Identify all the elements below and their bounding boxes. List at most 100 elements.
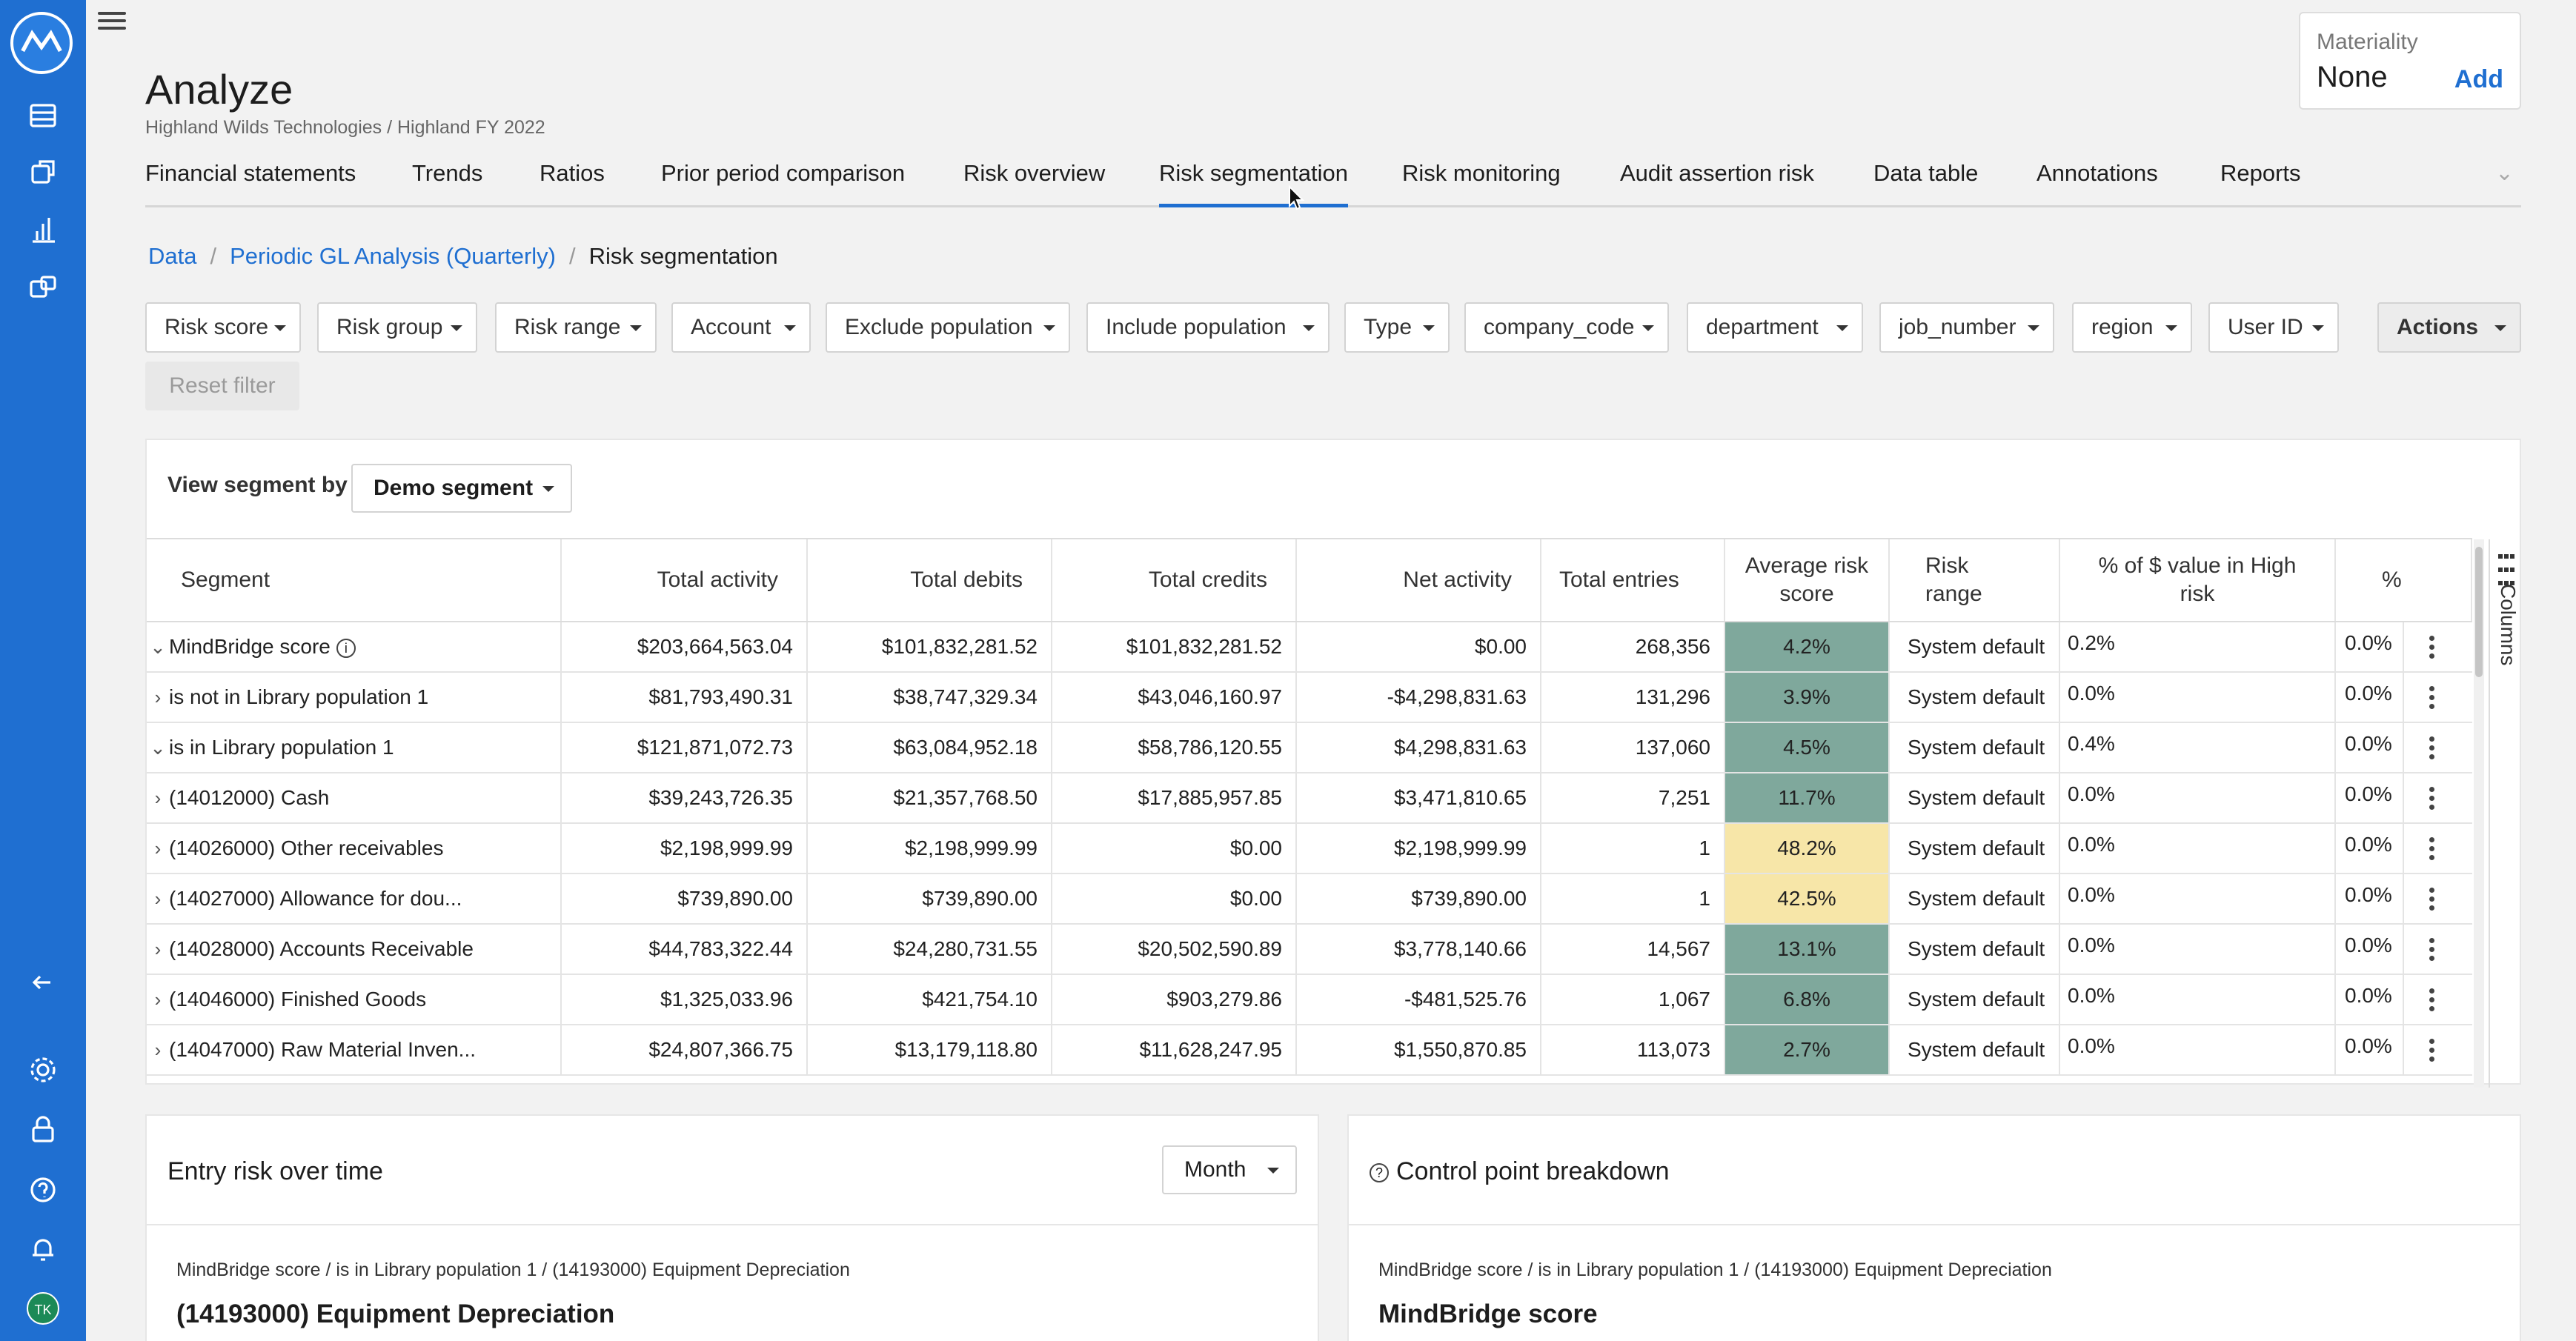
tab-financial-statements[interactable]: Financial statements [145, 160, 356, 186]
breadcrumb-data[interactable]: Data [148, 243, 197, 269]
segment-label[interactable]: is not in Library population 1 [169, 685, 429, 708]
info-icon[interactable]: i [336, 638, 356, 658]
segment-cell: › (14046000) Finished Goods [147, 975, 562, 1024]
col-header-pct[interactable]: % [2336, 539, 2472, 621]
filter-account[interactable]: Account [671, 302, 811, 353]
period-select[interactable]: Month [1162, 1145, 1297, 1194]
row-menu-kebab-icon[interactable] [2429, 888, 2435, 914]
segment-label[interactable]: (14012000) Cash [169, 786, 330, 809]
net-cell: $1,550,870.85 [1297, 1025, 1541, 1074]
segment-label[interactable]: (14026000) Other receivables [169, 836, 444, 859]
risk-range-cell: System default [1890, 622, 2060, 671]
app-logo-icon[interactable] [10, 12, 73, 74]
row-menu-kebab-icon[interactable] [2429, 787, 2435, 813]
col-header-pct-high-risk[interactable]: % of $ value in High risk [2060, 539, 2336, 621]
table-row[interactable]: › is not in Library population 1 $81,793,4… [147, 673, 2472, 723]
segment-label[interactable]: (14047000) Raw Material Inven... [169, 1038, 476, 1061]
actions-button[interactable]: Actions [2377, 302, 2521, 353]
expand-chevron-icon[interactable]: › [154, 888, 162, 910]
col-header-total-activity[interactable]: Total activity [562, 539, 808, 621]
filter-exclude-population[interactable]: Exclude population [826, 302, 1070, 353]
filter-region[interactable]: region [2072, 302, 2192, 353]
row-menu-kebab-icon[interactable] [2429, 837, 2435, 864]
col-header-total-entries[interactable]: Total entries [1541, 539, 1725, 621]
segment-cell: ⌄ MindBridge score i [147, 622, 562, 671]
collapse-chevron-icon[interactable]: ⌄ [150, 736, 166, 759]
segment-label[interactable]: (14027000) Allowance for dou... [169, 887, 462, 910]
col-header-net-activity[interactable]: Net activity [1297, 539, 1541, 621]
tab-prior-period-comparison[interactable]: Prior period comparison [661, 160, 906, 186]
row-menu-kebab-icon[interactable] [2429, 1039, 2435, 1065]
expand-chevron-icon[interactable]: › [154, 988, 162, 1011]
filter-user-id[interactable]: User ID [2208, 302, 2339, 353]
tab-risk-segmentation[interactable]: Risk segmentation [1159, 160, 1349, 207]
menu-icon[interactable] [98, 7, 130, 40]
row-menu-kebab-icon[interactable] [2429, 736, 2435, 763]
tab-annotations[interactable]: Annotations [2036, 160, 2158, 186]
net-cell: $3,471,810.65 [1297, 773, 1541, 822]
table-row[interactable]: › (14026000) Other receivables $2,198,999.… [147, 824, 2472, 874]
filter-include-population[interactable]: Include population [1086, 302, 1330, 353]
filter-risk-group[interactable]: Risk group [317, 302, 477, 353]
expand-chevron-icon[interactable]: › [154, 787, 162, 809]
workflow-icon[interactable] [27, 271, 59, 304]
reset-filter-button[interactable]: Reset filter [145, 362, 299, 410]
bar-chart-icon[interactable] [27, 213, 59, 246]
filter-job-number[interactable]: job_number [1879, 302, 2054, 353]
filter-type[interactable]: Type [1344, 302, 1450, 353]
col-header-risk-range[interactable]: Risk range [1890, 539, 2060, 621]
table-row[interactable]: › (14027000) Allowance for dou... $739,890… [147, 874, 2472, 925]
segment-select[interactable]: Demo segment [351, 464, 572, 513]
breadcrumb-periodic-gl[interactable]: Periodic GL Analysis (Quarterly) [230, 243, 556, 269]
collapse-arrow-icon[interactable] [27, 966, 59, 999]
segment-label[interactable]: is in Library population 1 [169, 736, 394, 759]
table-scrollbar[interactable] [2474, 539, 2484, 1088]
filter-company-code[interactable]: company_code [1464, 302, 1669, 353]
row-menu-kebab-icon[interactable] [2429, 988, 2435, 1015]
table-row[interactable]: › (14046000) Finished Goods $1,325,033.96 $… [147, 975, 2472, 1025]
box-icon[interactable] [27, 156, 59, 188]
row-menu-kebab-icon[interactable] [2429, 636, 2435, 662]
expand-chevron-icon[interactable]: › [154, 686, 162, 708]
row-menu-kebab-icon[interactable] [2429, 938, 2435, 965]
tab-reports[interactable]: Reports [2220, 160, 2301, 186]
tab-trends[interactable]: Trends [412, 160, 483, 186]
columns-toggle[interactable]: Columns [2489, 539, 2521, 1088]
tabs-overflow-chevron-icon[interactable]: ⌄ [2494, 161, 2514, 185]
collapse-chevron-icon[interactable]: ⌄ [150, 636, 166, 658]
expand-chevron-icon[interactable]: › [154, 837, 162, 859]
filter-risk-range[interactable]: Risk range [495, 302, 657, 353]
help-circle-icon[interactable]: ? [1370, 1163, 1389, 1183]
segment-label[interactable]: MindBridge score [169, 635, 331, 658]
tab-audit-assertion-risk[interactable]: Audit assertion risk [1620, 160, 1814, 186]
gear-icon[interactable] [27, 1054, 59, 1086]
expand-chevron-icon[interactable]: › [154, 938, 162, 960]
lock-icon[interactable] [27, 1113, 59, 1145]
help-icon[interactable] [27, 1174, 59, 1206]
table-row[interactable]: ⌄ is in Library population 1 $121,871,072.… [147, 723, 2472, 773]
tab-ratios[interactable]: Ratios [540, 160, 605, 186]
col-header-average-risk-score[interactable]: Average risk score [1725, 539, 1890, 621]
expand-chevron-icon[interactable]: › [154, 1039, 162, 1061]
filter-risk-score[interactable]: Risk score [145, 302, 301, 353]
col-header-total-credits[interactable]: Total credits [1052, 539, 1297, 621]
tab-risk-overview[interactable]: Risk overview [963, 160, 1106, 186]
table-row[interactable]: › (14012000) Cash $39,243,726.35 $21,357,76… [147, 773, 2472, 824]
user-avatar[interactable]: TK [27, 1292, 59, 1325]
col-header-total-debits[interactable]: Total debits [808, 539, 1052, 621]
table-row[interactable]: › (14047000) Raw Material Inven... $24,807… [147, 1025, 2472, 1076]
materiality-add-link[interactable]: Add [2454, 65, 2503, 93]
table-row[interactable]: ⌄ MindBridge score i $203,664,563.04 $101,83… [147, 622, 2472, 673]
bell-icon[interactable] [27, 1233, 59, 1265]
segment-label[interactable]: (14028000) Accounts Receivable [169, 937, 474, 960]
scrollbar-thumb[interactable] [2475, 547, 2483, 677]
tab-data-table[interactable]: Data table [1873, 160, 1979, 186]
col-header-segment[interactable]: Segment [147, 539, 562, 621]
segment-label[interactable]: (14046000) Finished Goods [169, 988, 427, 1011]
table-row[interactable]: › (14028000) Accounts Receivable $44,783,3… [147, 925, 2472, 975]
filter-department[interactable]: department [1687, 302, 1863, 353]
database-icon[interactable] [27, 99, 59, 132]
tab-risk-monitoring[interactable]: Risk monitoring [1402, 160, 1561, 186]
row-menu-kebab-icon[interactable] [2429, 686, 2435, 713]
pct-cell: 0.0% [2336, 975, 2404, 1024]
